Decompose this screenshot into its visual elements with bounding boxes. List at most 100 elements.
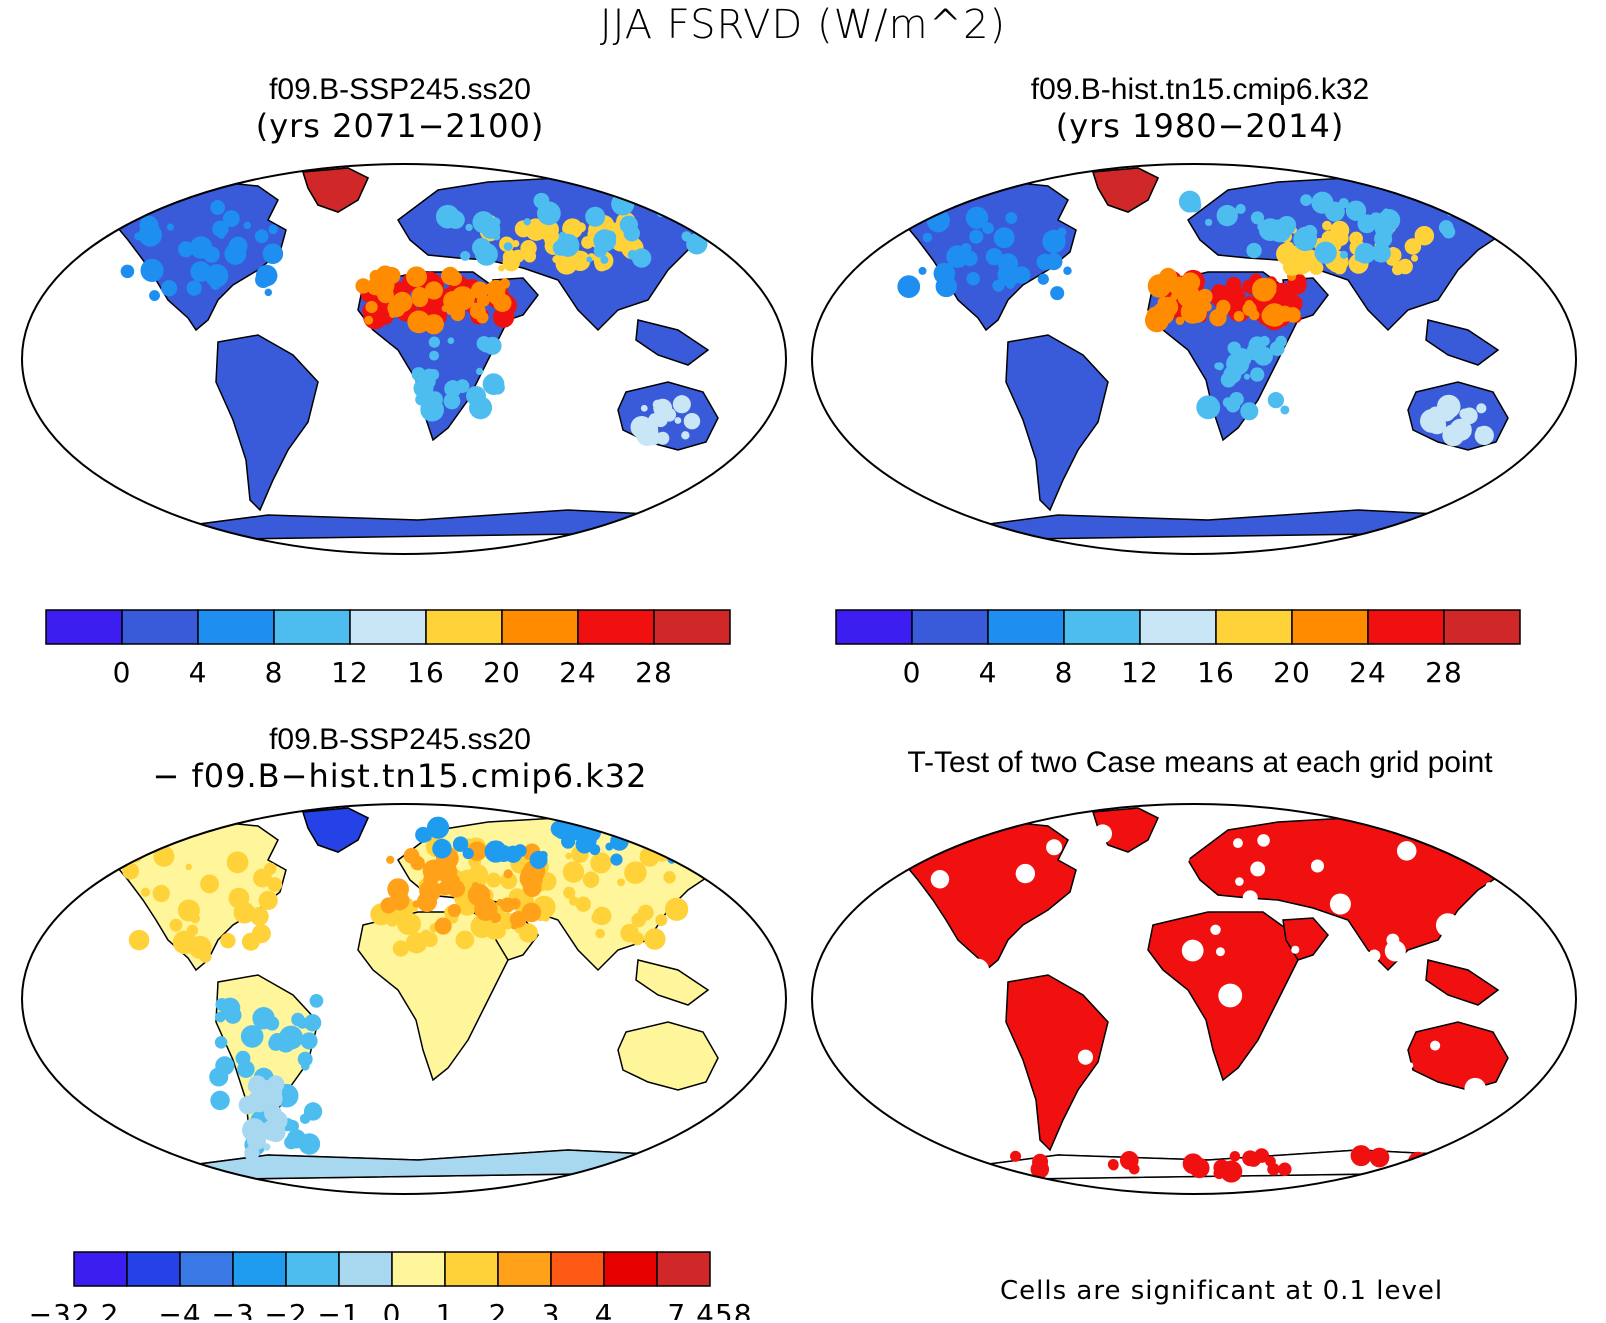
field-blob: [1435, 913, 1460, 938]
colorbar-swatch: [1063, 609, 1141, 645]
field-blob: [1231, 347, 1252, 369]
field-blob: [460, 250, 471, 261]
colorbar-swatch: [391, 1251, 446, 1287]
field-blob: [640, 404, 648, 412]
colorbar-swatch: [603, 1251, 658, 1287]
field-blob: [1050, 286, 1065, 301]
colorbar-label: 3: [542, 1298, 561, 1320]
colorbar-swatch: [577, 609, 655, 645]
field-blob: [264, 1016, 280, 1031]
field-blob: [297, 1051, 313, 1067]
field-blob: [1485, 882, 1494, 890]
field-blob: [472, 237, 492, 258]
map-frame: [21, 803, 787, 1195]
field-blob: [1057, 227, 1067, 237]
field-blob: [1005, 212, 1018, 224]
colorbar-swatch: [1291, 609, 1369, 645]
field-blob: [1404, 238, 1422, 255]
colorbar-label: −1: [317, 1298, 360, 1320]
field-blob: [1262, 283, 1274, 295]
field-blob: [1443, 400, 1457, 414]
field-blob: [1291, 300, 1298, 307]
field-blob: [1181, 939, 1204, 962]
field-blob: [426, 391, 443, 408]
field-blob: [1242, 1150, 1259, 1167]
field-blob: [449, 874, 460, 886]
field-blob: [386, 855, 395, 864]
field-blob: [1310, 859, 1325, 873]
field-blob: [422, 368, 436, 382]
field-blob: [1107, 1158, 1119, 1170]
field-blob: [120, 264, 135, 279]
field-blob: [1246, 242, 1262, 259]
greenland-high: [302, 167, 369, 213]
colorbar-swatch: [232, 1251, 287, 1287]
field-blob: [210, 1090, 230, 1111]
field-blob: [403, 847, 420, 864]
field-blob: [189, 236, 213, 259]
field-blob: [441, 266, 460, 286]
field-blob: [1350, 1145, 1372, 1167]
field-blob: [166, 223, 175, 231]
colorbar-swatch: [444, 1251, 499, 1287]
field-blob: [406, 266, 427, 288]
colorbar-swatch: [550, 1251, 605, 1287]
field-blob: [1284, 247, 1296, 259]
field-blob: [946, 245, 969, 268]
field-blob: [377, 286, 394, 304]
map-difference: [21, 803, 787, 1195]
panel-title-ttest: T-Test of two Case means at each grid po…: [907, 746, 1493, 779]
colorbar-label: 12: [1121, 656, 1159, 688]
field-blob: [1215, 362, 1224, 371]
greenland-decrease: [302, 807, 369, 853]
field-blob: [586, 256, 593, 263]
field-blob: [1235, 877, 1244, 886]
field-blob: [1311, 191, 1334, 214]
field-blob: [1250, 367, 1265, 382]
field-blob: [1216, 204, 1238, 227]
field-blob: [397, 912, 420, 935]
field-blob: [380, 897, 397, 914]
field-blob: [500, 872, 518, 890]
figure-title: JJA FSRVD (W/m^2): [599, 2, 1007, 48]
map-frame: [811, 803, 1577, 1195]
colorbar-label: 7.458: [667, 1298, 752, 1320]
field-blob: [434, 917, 452, 935]
field-blob: [568, 896, 579, 906]
map-case2: [811, 163, 1577, 555]
field-blob: [511, 923, 518, 930]
field-blob: [1397, 258, 1413, 275]
colorbar-label: 16: [407, 656, 445, 688]
colorbar-label: −3: [211, 1298, 254, 1320]
field-blob: [250, 907, 269, 926]
field-blob: [1063, 266, 1072, 275]
field-blob: [447, 337, 455, 344]
field-blob: [475, 367, 484, 376]
field-blob: [1354, 242, 1376, 264]
continent-south-america: [1005, 974, 1109, 1152]
field-blob: [407, 310, 431, 334]
field-blob: [262, 243, 284, 265]
field-blob: [1242, 890, 1258, 906]
continents: [111, 807, 719, 1181]
field-blob: [1253, 346, 1273, 366]
field-blob: [169, 918, 183, 932]
continents: [897, 167, 1509, 541]
field-blob: [646, 431, 661, 446]
field-blob: [617, 878, 626, 887]
field-blob: [490, 380, 505, 395]
field-blob: [186, 280, 202, 296]
field-blob: [1149, 983, 1166, 1000]
field-blob: [1045, 252, 1063, 271]
field-blob: [997, 263, 1021, 287]
field-blob: [210, 200, 226, 215]
field-blob: [490, 217, 501, 228]
field-blob: [140, 258, 164, 282]
field-blob: [1129, 1084, 1138, 1093]
field-blob: [503, 869, 513, 879]
panel-title-case: f09.B-SSP245.ss20: [269, 723, 531, 756]
field-blob: [521, 902, 542, 923]
field-blob: [434, 888, 441, 895]
field-blob: [258, 890, 278, 911]
field-blob: [1268, 219, 1292, 243]
